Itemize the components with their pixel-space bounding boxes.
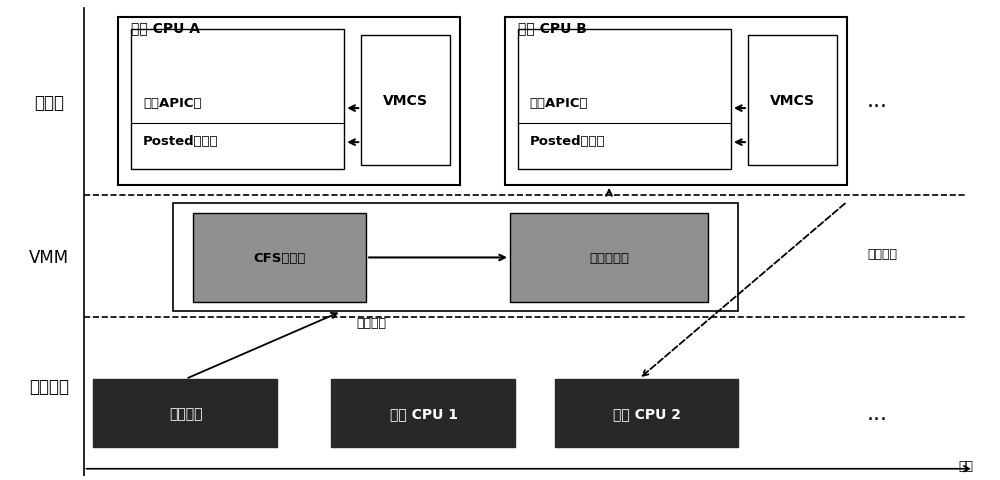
Text: 虚拟 CPU B: 虚拟 CPU B [518, 21, 587, 35]
Text: 通知事件: 通知事件 [867, 248, 897, 261]
Bar [131, 30, 344, 169]
Text: CFS调度器: CFS调度器 [254, 252, 306, 264]
Bar [748, 36, 837, 166]
Bar [361, 36, 450, 166]
Text: 物理设备: 物理设备 [169, 406, 202, 420]
Text: 虚拟APIC页: 虚拟APIC页 [143, 97, 202, 110]
Bar [173, 203, 738, 312]
Bar [93, 379, 277, 447]
Text: Posted描述符: Posted描述符 [530, 134, 605, 147]
Text: 虚拟 CPU A: 虚拟 CPU A [131, 21, 200, 35]
Bar [518, 30, 731, 169]
Text: VMM: VMM [29, 249, 69, 267]
Text: 虚拟APIC页: 虚拟APIC页 [530, 97, 588, 110]
Text: VMCS: VMCS [383, 94, 428, 108]
Text: ...: ... [866, 91, 887, 111]
Text: 物理中断: 物理中断 [356, 317, 386, 330]
Text: 物理 CPU 2: 物理 CPU 2 [613, 406, 681, 420]
Text: 物理 CPU 1: 物理 CPU 1 [390, 406, 458, 420]
Text: ...: ... [866, 403, 887, 423]
Text: 物理设备: 物理设备 [29, 377, 69, 395]
Text: 时间: 时间 [959, 459, 974, 472]
Text: VMCS: VMCS [770, 94, 815, 108]
Bar [505, 18, 847, 186]
Text: Posted描述符: Posted描述符 [143, 134, 219, 147]
Bar [510, 214, 708, 302]
Bar [193, 214, 366, 302]
Text: 虚拟机: 虚拟机 [34, 94, 64, 112]
Bar [555, 379, 738, 447]
Text: 中断递交器: 中断递交器 [589, 252, 629, 264]
Bar [118, 18, 460, 186]
Bar [331, 379, 515, 447]
